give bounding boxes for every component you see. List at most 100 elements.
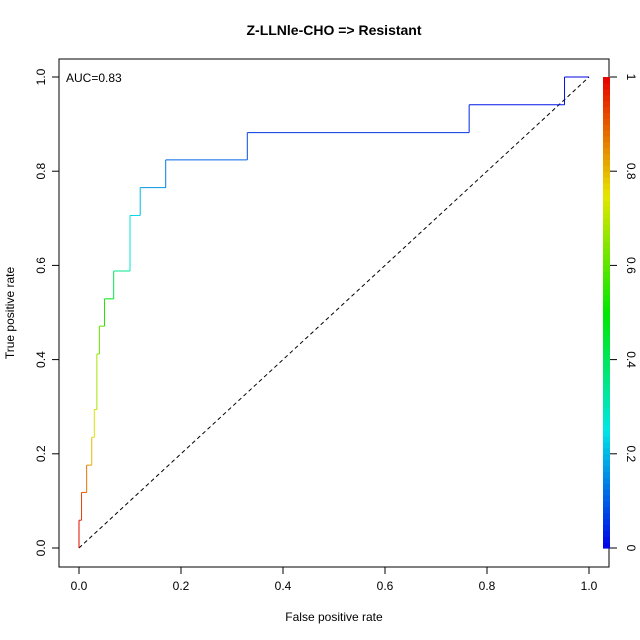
colorbar-swatch — [603, 442, 610, 449]
colorbar-swatch — [603, 306, 610, 314]
y-tick-label: 0.6 — [34, 257, 48, 274]
colorbar-swatch — [603, 88, 610, 96]
colorbar-swatch — [603, 206, 610, 214]
x-tick-label: 0.6 — [377, 579, 394, 593]
colorbar-swatch — [603, 153, 610, 161]
colorbar-swatch — [603, 294, 610, 302]
colorbar-swatch — [603, 265, 610, 272]
x-tick-label: 1.0 — [581, 579, 598, 593]
colorbar-swatch — [603, 124, 610, 131]
colorbar-swatch — [603, 394, 610, 402]
colorbar-swatch — [603, 230, 610, 237]
y-tick-label: 1.0 — [34, 68, 48, 85]
colorbar-swatch — [603, 418, 610, 425]
colorbar-swatch — [603, 271, 610, 278]
colorbar-swatch — [603, 383, 610, 390]
colorbar-swatch — [603, 288, 610, 296]
colorbar-swatch — [603, 159, 610, 166]
y-axis: 0.0 0.2 0.4 0.6 0.8 1.0 — [34, 68, 60, 556]
colorbar-swatch — [603, 341, 610, 349]
colorbar-swatch — [603, 218, 610, 225]
colorbar-tick-label: 0.4 — [624, 351, 638, 368]
colorbar-swatch — [603, 512, 610, 520]
colorbar-swatch — [603, 506, 610, 514]
colorbar-tick-label: 1 — [624, 74, 638, 81]
colorbar-swatch — [603, 82, 610, 90]
colorbar-swatch — [603, 129, 610, 137]
colorbar-swatch — [603, 235, 610, 243]
colorbar-swatch — [603, 100, 610, 108]
colorbar-swatch — [603, 400, 610, 408]
colorbar-swatch — [603, 212, 610, 219]
colorbar-swatch — [603, 283, 610, 290]
colorbar-swatch — [603, 330, 610, 337]
colorbar-swatch — [603, 247, 610, 255]
colorbar-swatch — [603, 536, 610, 543]
colorbar-swatch — [603, 495, 610, 502]
x-tick-label: 0.0 — [71, 579, 88, 593]
colorbar-swatch — [603, 182, 610, 190]
colorbar-tick-label: 0.8 — [624, 163, 638, 180]
colorbar-swatch — [603, 347, 610, 355]
colorbar-swatch — [603, 77, 610, 84]
colorbar-swatch — [603, 324, 610, 331]
colorbar-swatch — [603, 118, 610, 125]
auc-annotation: AUC=0.83 — [66, 71, 122, 85]
colorbar-swatch — [603, 336, 610, 343]
colorbar-swatch — [603, 135, 610, 143]
colorbar-swatch — [603, 259, 610, 266]
roc-curve — [78, 76, 589, 548]
colorbar-swatch — [603, 188, 610, 196]
colorbar-swatch — [603, 524, 610, 531]
colorbar-swatch — [603, 241, 610, 249]
colorbar-tick-label: 0.6 — [624, 257, 638, 274]
colorbar-swatch — [603, 406, 610, 414]
colorbar-swatch — [603, 530, 610, 537]
colorbar-swatch — [603, 465, 610, 473]
colorbar-swatch — [603, 312, 610, 319]
colorbar-swatch — [603, 436, 610, 443]
colorbar-swatch — [603, 459, 610, 467]
colorbar-swatch — [603, 171, 610, 178]
colorbar-swatch — [603, 253, 610, 261]
colorbar-swatch — [603, 447, 610, 455]
colorbar-swatch — [603, 141, 610, 149]
colorbar-swatch — [603, 500, 610, 508]
colorbar-swatch — [603, 424, 610, 431]
x-axis-label: False positive rate — [285, 610, 383, 624]
colorbar-swatch — [603, 483, 610, 490]
diagonal-reference-line — [78, 76, 590, 549]
x-axis: 0.0 0.2 0.4 0.6 0.8 1.0 — [71, 566, 598, 593]
colorbar-swatch — [603, 453, 610, 461]
colorbar-swatch — [603, 542, 610, 549]
colorbar-swatch — [603, 412, 610, 420]
colorbar-swatch — [603, 365, 610, 372]
colorbar-tick-label: 0 — [624, 545, 638, 552]
colorbar-swatch — [603, 112, 610, 119]
colorbar-swatch — [603, 277, 610, 284]
colorbar: 0 0.2 0.4 0.6 0.8 1 — [603, 74, 638, 552]
colorbar-swatch — [603, 377, 610, 384]
colorbar-swatch — [603, 359, 610, 367]
y-axis-label: True positive rate — [3, 267, 17, 360]
colorbar-swatch — [603, 194, 610, 202]
x-tick-label: 0.2 — [173, 579, 190, 593]
colorbar-swatch — [603, 353, 610, 361]
colorbar-swatch — [603, 371, 610, 378]
colorbar-swatch — [603, 165, 610, 172]
x-tick-label: 0.4 — [275, 579, 292, 593]
colorbar-swatch — [603, 94, 610, 102]
colorbar-swatch — [603, 300, 610, 308]
colorbar-swatch — [603, 177, 610, 184]
colorbar-swatch — [603, 224, 610, 231]
chart-title: Z-LLNle-CHO => Resistant — [246, 22, 421, 38]
y-tick-label: 0.4 — [34, 351, 48, 368]
x-tick-label: 0.8 — [479, 579, 496, 593]
colorbar-swatch — [603, 430, 610, 437]
y-tick-label: 0.8 — [34, 163, 48, 180]
colorbar-swatch — [603, 389, 610, 396]
y-tick-label: 0.2 — [34, 445, 48, 462]
colorbar-swatch — [603, 477, 610, 484]
colorbar-tick-label: 0.2 — [624, 445, 638, 462]
